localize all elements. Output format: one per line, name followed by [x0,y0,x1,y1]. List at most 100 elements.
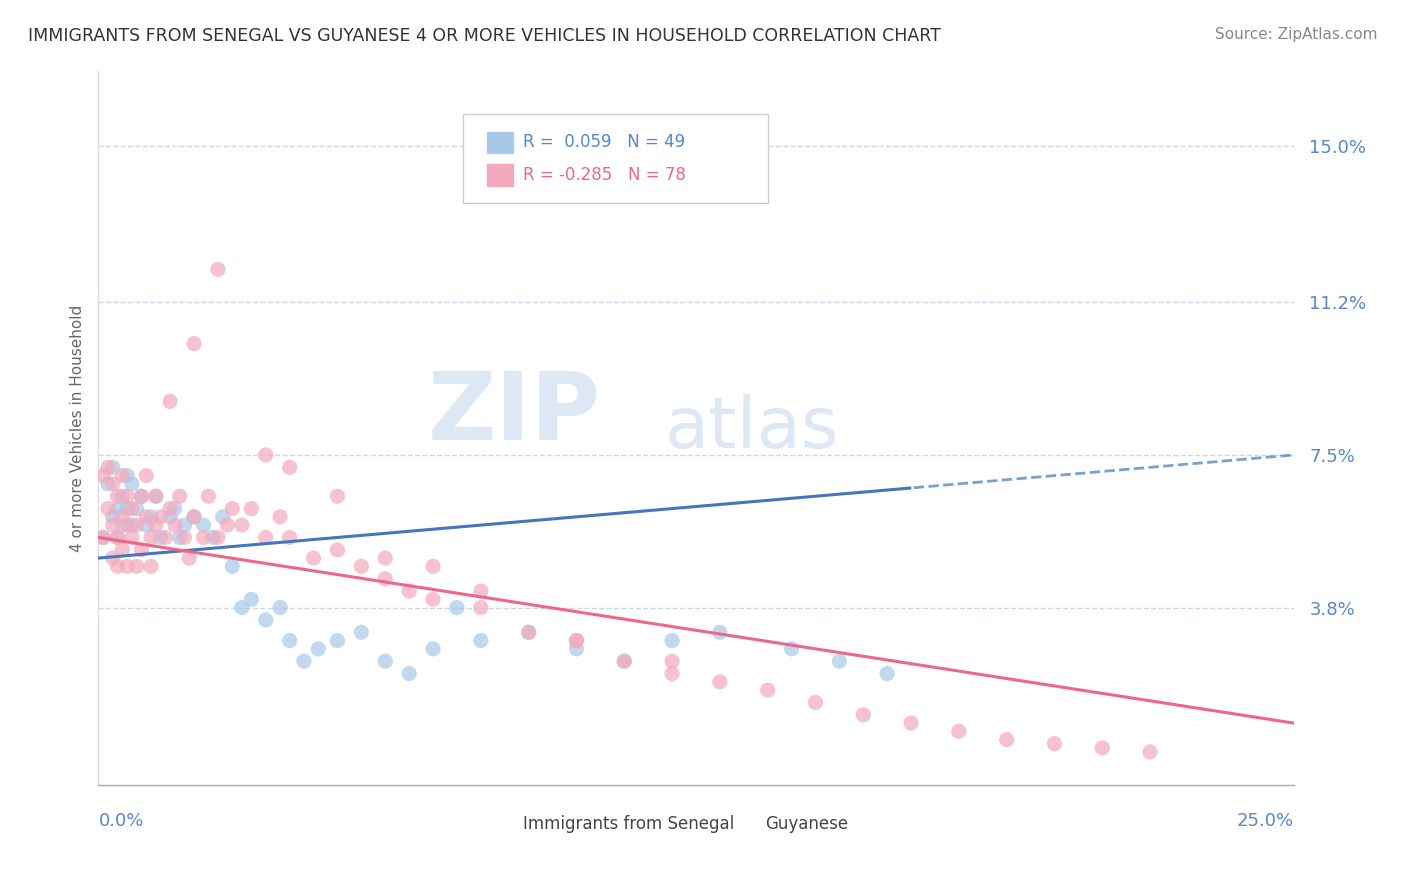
Point [231,600,253,615]
Point [131,489,153,503]
Point [350,625,373,640]
Point [470,633,492,648]
Point [254,531,277,545]
Text: 25.0%: 25.0% [1236,812,1294,830]
Point [193,531,215,545]
Point [139,509,162,524]
Point [852,707,875,722]
Point [350,559,373,574]
Point [221,501,243,516]
Point [517,625,540,640]
Point [374,572,396,586]
Point [91,531,114,545]
Point [422,641,444,656]
Point [254,613,277,627]
Point [1043,737,1066,751]
Point [155,531,177,545]
Point [326,489,349,503]
Point [91,531,114,545]
Point [240,592,263,607]
FancyBboxPatch shape [730,817,756,833]
Point [207,262,229,277]
Point [107,531,129,545]
Point [111,509,134,524]
Point [101,509,124,524]
Point [91,468,114,483]
Point [139,531,162,545]
Point [948,724,970,739]
Point [101,518,124,533]
Point [398,666,420,681]
Point [149,531,172,545]
Point [111,468,134,483]
Point [183,336,205,351]
Point [661,666,683,681]
Point [115,518,138,533]
Point [125,559,148,574]
Text: Guyanese: Guyanese [765,815,848,833]
Point [115,501,138,516]
Point [193,518,215,533]
Point [828,654,851,668]
Point [292,654,315,668]
Point [121,501,143,516]
Text: R =  0.059   N = 49: R = 0.059 N = 49 [523,133,685,151]
Point [111,542,134,557]
FancyBboxPatch shape [486,132,513,153]
Point [169,531,191,545]
FancyBboxPatch shape [486,164,513,186]
Point [565,633,588,648]
Point [159,501,181,516]
Point [217,518,239,533]
Point [470,584,492,599]
Point [240,501,263,516]
Point [661,633,683,648]
Text: R = -0.285   N = 78: R = -0.285 N = 78 [523,166,686,184]
Point [756,683,779,698]
Point [302,551,325,566]
Text: ZIP: ZIP [427,368,600,460]
Point [278,633,301,648]
Point [115,559,138,574]
Point [135,518,157,533]
Point [131,489,153,503]
Point [876,666,898,681]
Point [709,625,731,640]
Text: Immigrants from Senegal: Immigrants from Senegal [523,815,734,833]
Point [125,501,148,516]
Point [398,584,420,599]
Point [422,592,444,607]
Point [221,559,243,574]
Point [149,509,172,524]
Point [374,654,396,668]
Point [173,531,195,545]
Point [115,489,138,503]
FancyBboxPatch shape [463,114,768,203]
Text: IMMIGRANTS FROM SENEGAL VS GUYANESE 4 OR MORE VEHICLES IN HOUSEHOLD CORRELATION : IMMIGRANTS FROM SENEGAL VS GUYANESE 4 OR… [28,27,941,45]
Point [101,460,124,475]
Point [517,625,540,640]
Text: Source: ZipAtlas.com: Source: ZipAtlas.com [1215,27,1378,42]
Point [163,518,186,533]
Point [97,476,120,491]
Point [661,654,683,668]
Point [374,551,396,566]
Point [269,509,291,524]
Point [139,559,162,574]
Point [470,600,492,615]
Text: atlas: atlas [665,393,839,463]
Point [446,600,468,615]
FancyBboxPatch shape [486,817,513,833]
Point [145,489,167,503]
Point [613,654,636,668]
Point [254,448,277,462]
Point [900,716,922,731]
Point [111,518,134,533]
Point [131,542,153,557]
Point [804,696,827,710]
Point [163,501,186,516]
Point [1091,740,1114,755]
Point [121,531,143,545]
Point [780,641,803,656]
Point [121,476,143,491]
